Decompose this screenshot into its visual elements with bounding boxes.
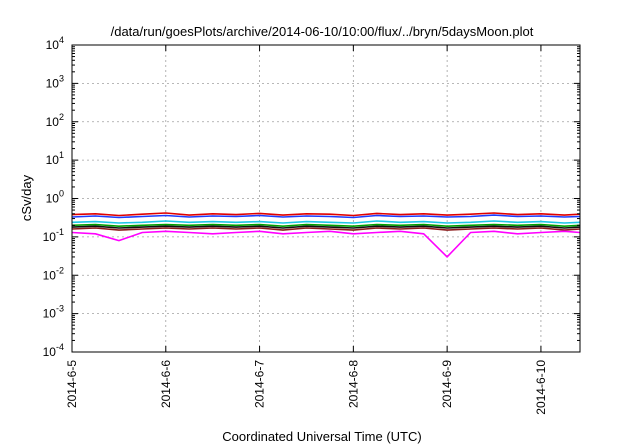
x-tick-label: 2014-6-5 — [65, 360, 79, 408]
chart-title: /data/run/goesPlots/archive/2014-06-10/1… — [111, 24, 534, 39]
series-group — [71, 212, 581, 258]
x-tick-label: 2014-6-9 — [440, 360, 454, 408]
y-tick-label: 10-3 — [43, 304, 64, 321]
y-tick-label: 101 — [46, 150, 64, 167]
series-line-2 — [71, 214, 581, 219]
y-axis: 10-4 10-3 10-2 10-1 100 101 102 103 104 — [43, 35, 580, 359]
series-line-3 — [71, 220, 581, 224]
y-tick-label: 103 — [46, 73, 64, 90]
y-tick-label: 10-4 — [43, 342, 64, 359]
y-tick-label: 102 — [46, 112, 64, 129]
x-axis: 2014-6-5 2014-6-6 2014-6-7 2014-6-8 2014-6-9… — [65, 45, 548, 415]
y-tick-label: 10-2 — [43, 265, 64, 282]
series-line-4 — [71, 223, 581, 227]
x-axis-label: Coordinated Universal Time (UTC) — [222, 429, 421, 444]
series-line-5 — [71, 225, 581, 229]
grid — [72, 45, 580, 352]
x-tick-label: 2014-6-6 — [159, 360, 173, 408]
x-tick-label: 2014-6-8 — [346, 360, 360, 408]
y-axis-label: cSv/day — [19, 174, 34, 221]
y-tick-label: 100 — [46, 189, 64, 206]
series-line-1 — [71, 212, 581, 217]
series-line-6 — [71, 227, 581, 231]
series-line-7 — [71, 230, 581, 258]
y-tick-label: 10-1 — [43, 227, 64, 244]
x-tick-label: 2014-6-7 — [253, 360, 267, 408]
x-tick-label: 2014-6-10 — [534, 360, 548, 415]
y-tick-label: 104 — [46, 35, 64, 52]
